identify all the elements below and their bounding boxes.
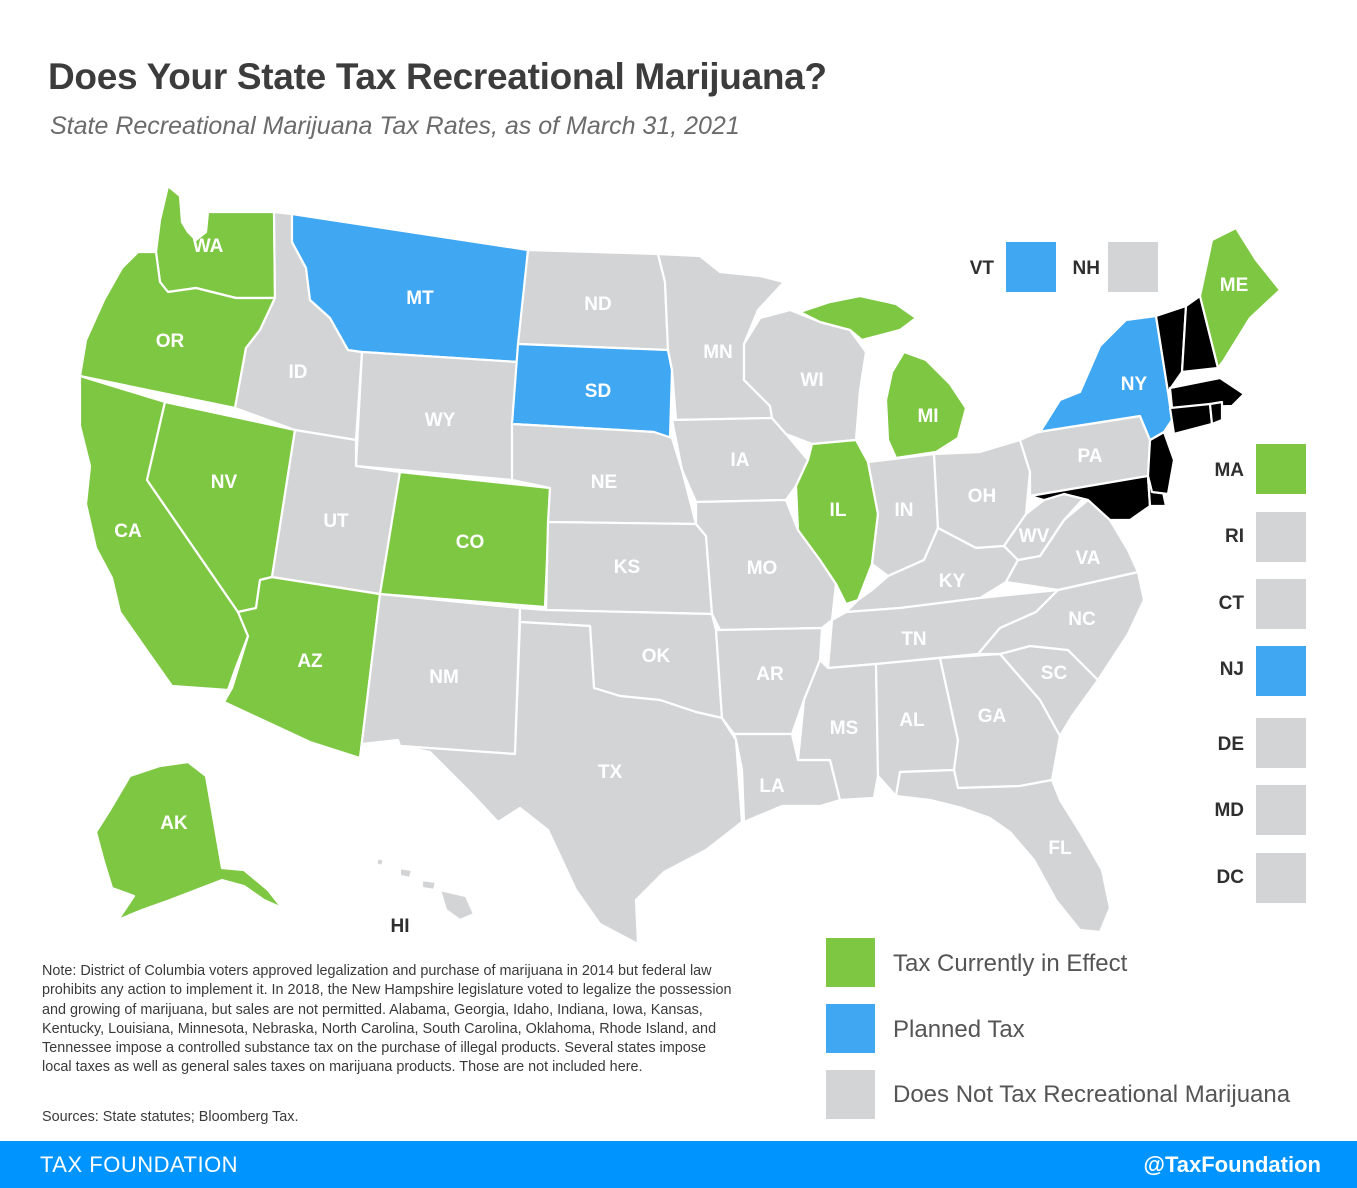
state-HI[interactable] — [374, 856, 476, 922]
label-OH: OH — [968, 486, 997, 507]
callout-box-MA[interactable] — [1256, 444, 1306, 494]
label-SD: SD — [585, 381, 611, 402]
state-TX[interactable] — [398, 620, 744, 946]
label-NE: NE — [591, 472, 617, 493]
state-NJ[interactable] — [1146, 430, 1176, 496]
legend-swatch-no-tax — [826, 1070, 875, 1119]
label-WV: WV — [1019, 526, 1050, 547]
callout-label-MA: MA — [1214, 460, 1244, 481]
callout-label-RI: RI — [1225, 526, 1244, 547]
label-FL: FL — [1048, 838, 1072, 859]
callout-box-MD[interactable] — [1256, 785, 1306, 835]
label-TX: TX — [598, 762, 623, 783]
state-RI[interactable] — [1208, 400, 1224, 426]
label-LA: LA — [759, 776, 785, 797]
label-ND: ND — [584, 294, 611, 315]
label-UT: UT — [323, 511, 349, 532]
label-NC: NC — [1068, 609, 1096, 630]
label-HI: HI — [391, 916, 410, 937]
state-NY[interactable] — [1036, 314, 1174, 442]
label-IL: IL — [830, 500, 847, 521]
state-NE[interactable] — [510, 422, 698, 526]
label-MI: MI — [917, 406, 938, 427]
label-CO: CO — [456, 532, 485, 553]
label-IA: IA — [731, 450, 750, 471]
label-NV: NV — [211, 472, 238, 493]
label-MS: MS — [830, 718, 859, 739]
callout-box-NH[interactable] — [1108, 242, 1158, 292]
state-MO[interactable] — [694, 498, 838, 632]
legend-label-tax-in-effect: Tax Currently in Effect — [893, 950, 1128, 977]
footer-bar: TAX FOUNDATION @TaxFoundation — [0, 1141, 1357, 1188]
label-WA: WA — [193, 236, 224, 257]
label-WI: WI — [800, 370, 823, 391]
state-NC[interactable] — [976, 570, 1146, 682]
map-title: Does Your State Tax Recreational Marijua… — [48, 56, 827, 97]
callout-label-NH: NH — [1072, 258, 1100, 279]
callout-box-NJ[interactable] — [1256, 646, 1306, 696]
label-CA: CA — [114, 521, 142, 542]
label-PA: PA — [1078, 446, 1103, 467]
state-MI[interactable] — [798, 294, 968, 460]
label-AL: AL — [899, 710, 925, 731]
label-AK: AK — [160, 813, 188, 834]
label-KS: KS — [614, 557, 640, 578]
state-CT[interactable] — [1168, 402, 1214, 436]
label-WY: WY — [425, 410, 456, 431]
legend-swatch-planned-tax — [826, 1004, 875, 1053]
callout-box-DC[interactable] — [1256, 853, 1306, 903]
state-FL[interactable] — [894, 768, 1112, 934]
label-OR: OR — [156, 331, 185, 352]
label-MN: MN — [703, 342, 733, 363]
label-IN: IN — [895, 500, 914, 521]
label-NM: NM — [429, 667, 459, 688]
footer-handle[interactable]: @TaxFoundation — [1143, 1152, 1321, 1177]
label-AR: AR — [756, 664, 784, 685]
callout-label-MD: MD — [1214, 800, 1244, 821]
callout-label-CT: CT — [1218, 593, 1244, 614]
legend-swatch-tax-in-effect — [826, 938, 875, 987]
label-MT: MT — [406, 288, 434, 309]
map-subtitle: State Recreational Marijuana Tax Rates, … — [50, 112, 740, 140]
state-ME[interactable] — [1198, 226, 1282, 370]
label-KY: KY — [939, 571, 966, 592]
legend-label-no-tax: Does Not Tax Recreational Marijuana — [893, 1081, 1291, 1108]
label-TN: TN — [901, 629, 926, 650]
legend-label-planned-tax: Planned Tax — [893, 1016, 1025, 1043]
label-SC: SC — [1041, 663, 1068, 684]
label-VA: VA — [1076, 548, 1101, 569]
label-OK: OK — [642, 646, 671, 667]
state-MA[interactable] — [1168, 376, 1246, 410]
label-NY: NY — [1121, 374, 1148, 395]
state-AK[interactable] — [94, 760, 284, 922]
label-ME: ME — [1220, 275, 1249, 296]
footer-brand: TAX FOUNDATION — [40, 1152, 239, 1177]
label-ID: ID — [289, 362, 308, 383]
callout-label-DE: DE — [1217, 734, 1244, 755]
callout-box-DE[interactable] — [1256, 718, 1306, 768]
label-AZ: AZ — [297, 651, 323, 672]
footnote: Note: District of Columbia voters approv… — [42, 963, 732, 1076]
label-GA: GA — [978, 706, 1007, 727]
state-LA[interactable] — [732, 732, 842, 824]
label-MO: MO — [747, 558, 778, 579]
callout-label-VT: VT — [969, 258, 994, 279]
callout-box-RI[interactable] — [1256, 512, 1306, 562]
callout-label-DC: DC — [1216, 867, 1244, 888]
callout-box-VT[interactable] — [1006, 242, 1056, 292]
sources: Sources: State statutes; Bloomberg Tax. — [42, 1109, 299, 1125]
callout-box-CT[interactable] — [1256, 579, 1306, 629]
callout-label-NJ: NJ — [1219, 659, 1244, 680]
